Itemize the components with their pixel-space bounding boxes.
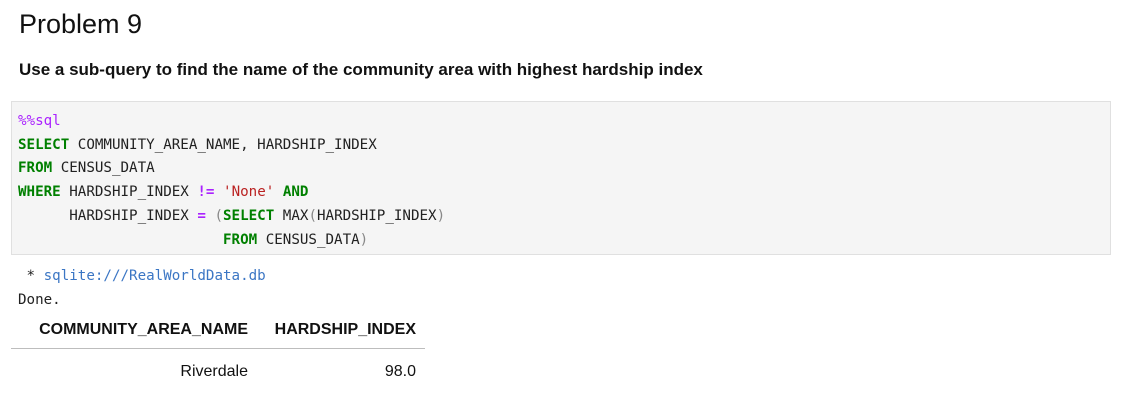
cell-hardship-index: 98.0 <box>384 363 416 380</box>
output-status: Done. <box>18 292 61 308</box>
code-line-where: WHERE HARDSHIP_INDEX != 'None' AND <box>18 184 309 201</box>
column-header-community-area-name: COMMUNITY_AREA_NAME <box>11 318 257 349</box>
code-editor[interactable]: %%sql SELECT COMMUNITY_AREA_NAME, HARDSH… <box>18 110 1110 252</box>
column-header-hardship-index: HARDSHIP_INDEX <box>257 318 425 349</box>
cell-output: * sqlite:///RealWorldData.db Done. <box>18 264 266 312</box>
output-connection-line: * sqlite:///RealWorldData.db <box>18 268 266 284</box>
result-table: COMMUNITY_AREA_NAME HARDSHIP_INDEX River… <box>11 318 425 385</box>
table-row: Riverdale 98.0 <box>11 349 425 386</box>
code-cell[interactable]: %%sql SELECT COMMUNITY_AREA_NAME, HARDSH… <box>11 101 1111 255</box>
problem-description: Use a sub-query to find the name of the … <box>19 60 703 79</box>
code-line-from: FROM CENSUS_DATA <box>18 160 155 177</box>
connection-string: sqlite:///RealWorldData.db <box>43 268 266 284</box>
code-line-select: SELECT COMMUNITY_AREA_NAME, HARDSHIP_IND… <box>18 136 377 153</box>
code-line-subquery-from: FROM CENSUS_DATA) <box>223 231 369 248</box>
sql-magic: %%sql <box>18 113 61 129</box>
problem-heading: Problem 9 <box>19 9 143 39</box>
table-header-row: COMMUNITY_AREA_NAME HARDSHIP_INDEX <box>11 318 425 349</box>
code-line-subquery: HARDSHIP_INDEX = (SELECT MAX(HARDSHIP_IN… <box>18 207 446 224</box>
cell-community-area-name: Riverdale <box>180 363 248 380</box>
